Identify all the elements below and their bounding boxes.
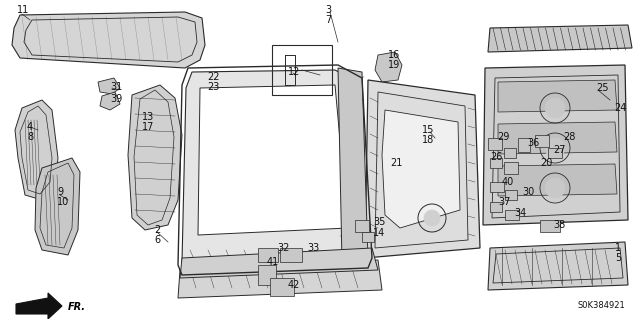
Text: 1: 1 bbox=[615, 243, 621, 253]
Text: 14: 14 bbox=[373, 228, 385, 238]
Bar bbox=[490, 182, 504, 192]
Text: 22: 22 bbox=[207, 72, 220, 82]
Polygon shape bbox=[382, 110, 460, 228]
Text: 34: 34 bbox=[514, 208, 526, 218]
Text: 36: 36 bbox=[527, 138, 540, 148]
Text: 15: 15 bbox=[422, 125, 435, 135]
Text: 26: 26 bbox=[490, 152, 502, 162]
Bar bbox=[535, 135, 549, 147]
Text: 40: 40 bbox=[502, 177, 515, 187]
Text: 39: 39 bbox=[110, 94, 122, 104]
Polygon shape bbox=[178, 260, 382, 298]
Text: 37: 37 bbox=[498, 197, 510, 207]
Text: 3: 3 bbox=[325, 5, 331, 15]
Text: 9: 9 bbox=[57, 187, 63, 197]
Bar bbox=[505, 210, 519, 220]
Polygon shape bbox=[498, 122, 617, 154]
Text: 41: 41 bbox=[267, 257, 279, 267]
Polygon shape bbox=[488, 242, 628, 290]
Bar bbox=[504, 162, 518, 174]
Text: 13: 13 bbox=[142, 112, 154, 122]
Text: 27: 27 bbox=[553, 145, 566, 155]
Polygon shape bbox=[35, 158, 80, 255]
Polygon shape bbox=[15, 100, 58, 200]
Polygon shape bbox=[365, 80, 480, 258]
Text: 19: 19 bbox=[388, 60, 400, 70]
Bar bbox=[504, 148, 516, 158]
Polygon shape bbox=[488, 25, 632, 52]
Text: 5: 5 bbox=[615, 253, 621, 263]
Bar bbox=[258, 265, 276, 285]
Bar bbox=[540, 220, 560, 232]
Text: 35: 35 bbox=[373, 217, 385, 227]
Bar bbox=[518, 138, 530, 152]
Bar bbox=[280, 248, 302, 262]
Text: 20: 20 bbox=[540, 158, 552, 168]
Polygon shape bbox=[128, 85, 182, 230]
Text: 8: 8 bbox=[27, 132, 33, 142]
Polygon shape bbox=[498, 164, 617, 196]
Text: 29: 29 bbox=[497, 132, 509, 142]
Polygon shape bbox=[182, 70, 365, 270]
Text: 30: 30 bbox=[522, 187, 534, 197]
Circle shape bbox=[545, 178, 565, 198]
Text: 38: 38 bbox=[553, 220, 565, 230]
Text: 21: 21 bbox=[390, 158, 403, 168]
Polygon shape bbox=[338, 68, 368, 262]
Bar bbox=[270, 278, 294, 296]
Text: 11: 11 bbox=[17, 5, 29, 15]
Text: 10: 10 bbox=[57, 197, 69, 207]
Text: 23: 23 bbox=[207, 82, 220, 92]
Text: 12: 12 bbox=[288, 67, 300, 77]
Text: 33: 33 bbox=[307, 243, 319, 253]
Text: 24: 24 bbox=[614, 103, 627, 113]
Circle shape bbox=[545, 98, 565, 118]
Text: FR.: FR. bbox=[68, 302, 86, 312]
Bar bbox=[355, 220, 369, 232]
Polygon shape bbox=[180, 248, 378, 278]
Bar bbox=[362, 232, 374, 242]
Polygon shape bbox=[375, 52, 402, 82]
Text: 32: 32 bbox=[277, 243, 289, 253]
Circle shape bbox=[545, 138, 565, 158]
Polygon shape bbox=[98, 78, 120, 94]
Text: 31: 31 bbox=[110, 82, 122, 92]
Bar bbox=[490, 158, 502, 168]
Bar bbox=[258, 248, 278, 262]
Text: 42: 42 bbox=[288, 280, 300, 290]
Polygon shape bbox=[16, 293, 62, 319]
Polygon shape bbox=[100, 92, 120, 110]
Text: 17: 17 bbox=[142, 122, 154, 132]
Polygon shape bbox=[198, 85, 348, 235]
Text: 6: 6 bbox=[154, 235, 160, 245]
Text: 28: 28 bbox=[563, 132, 575, 142]
Text: 7: 7 bbox=[325, 15, 332, 25]
Text: 25: 25 bbox=[596, 83, 609, 93]
Bar bbox=[488, 138, 502, 150]
Text: 2: 2 bbox=[154, 225, 160, 235]
Polygon shape bbox=[483, 65, 628, 225]
Polygon shape bbox=[12, 12, 205, 68]
Text: 16: 16 bbox=[388, 50, 400, 60]
Bar bbox=[505, 190, 517, 200]
Circle shape bbox=[424, 210, 440, 226]
Bar bbox=[548, 148, 562, 158]
Polygon shape bbox=[418, 122, 442, 148]
Text: 18: 18 bbox=[422, 135, 435, 145]
Text: S0K384921: S0K384921 bbox=[577, 301, 625, 310]
Polygon shape bbox=[498, 80, 617, 112]
Bar bbox=[490, 202, 502, 212]
Text: 4: 4 bbox=[27, 122, 33, 132]
